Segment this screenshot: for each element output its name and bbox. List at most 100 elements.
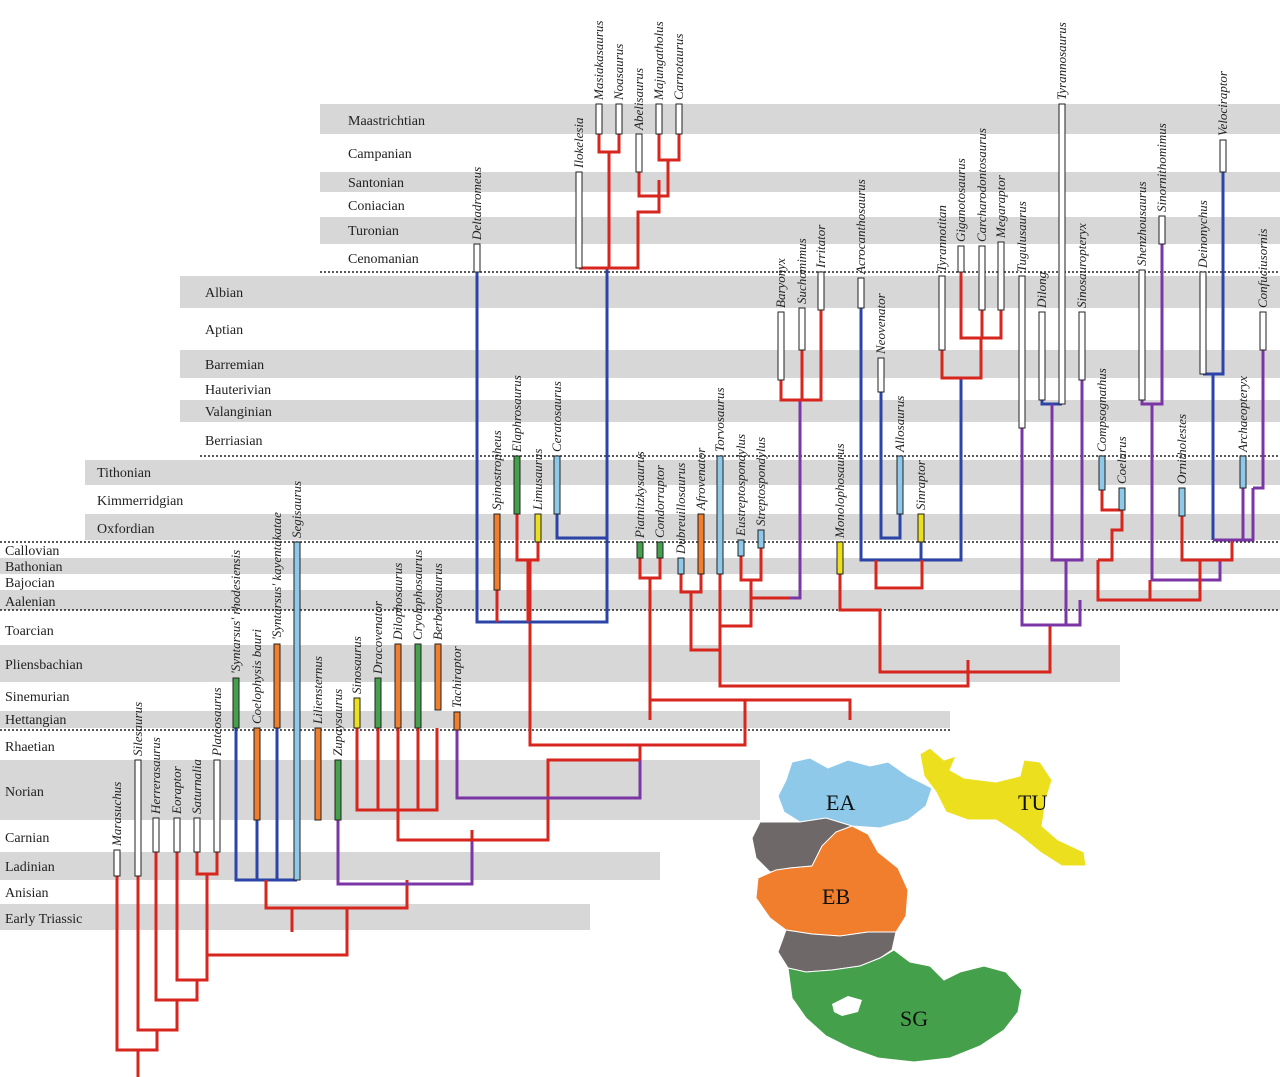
region-tu-shape	[919, 747, 1087, 867]
range-bar-condorraptor	[656, 541, 664, 559]
range-bar-compsognathus	[1098, 455, 1106, 491]
range-bar-dubreuillosaurus	[677, 557, 685, 575]
range-bar-tyrannotitan	[938, 275, 946, 351]
range-bar-streptospondylus	[757, 529, 765, 549]
range-bar-saturnalia	[193, 817, 201, 853]
taxon-label-tugulusaurus: Tugulusaurus	[1014, 201, 1029, 272]
stage-band	[180, 400, 1280, 422]
stage-label-valanginian: Valanginian	[205, 405, 272, 420]
range-bar-marasuchus	[113, 849, 121, 877]
range-bar-segisaurus	[293, 541, 301, 881]
range-bar-dilong	[1038, 311, 1046, 401]
range-bar-ceratosaurus	[553, 455, 561, 515]
tree-branch	[475, 268, 609, 624]
stage-label-santonian: Santonian	[348, 176, 404, 191]
range-bar-plateosaurus	[213, 759, 221, 853]
taxon-label-monolophosaurus: Monolophosaurus	[832, 443, 847, 539]
range-bar-noasaurus	[615, 103, 623, 135]
range-bar-sinraptor	[917, 513, 925, 543]
tree-branch	[790, 400, 802, 600]
taxon-label-sinraptor: Sinraptor	[913, 459, 928, 510]
region-label-ea: EA	[826, 790, 855, 815]
taxon-label-suchomimus: Suchomimus	[794, 238, 809, 304]
range-bar-limusaurus	[534, 513, 542, 543]
stage-label-carnian: Carnian	[5, 831, 49, 846]
stage-label-toarcian: Toarcian	[5, 624, 54, 639]
range-bar-allosaurus	[896, 455, 904, 515]
taxon-label-ceratosaurus: Ceratosaurus	[549, 381, 564, 452]
range-bar-velociraptor	[1219, 139, 1227, 173]
taxon-label-giganotosaurus: Giganotosaurus	[953, 158, 968, 242]
range-bar-tyrannosaurus	[1058, 103, 1066, 405]
tree-branch	[290, 880, 409, 932]
tree-branch	[234, 728, 297, 882]
taxon-label-dracovenator: Dracovenator	[370, 600, 385, 675]
range-bar-shenzhousaurus	[1138, 269, 1146, 401]
range-bar-herrerasaurus	[152, 817, 160, 853]
stage-band	[180, 350, 1280, 378]
tree-branch	[336, 820, 474, 886]
taxon-label-spinostropheus: Spinostropheus	[489, 430, 504, 510]
taxon-label-baryonyx: Baryonyx	[773, 258, 788, 308]
taxon-label-shenzhousaurus: Shenzhousaurus	[1134, 181, 1149, 266]
taxon-label-eoraptor: Eoraptor	[169, 765, 184, 815]
taxon-label-dubreuillosaurus: Dubreuillosaurus	[673, 463, 688, 555]
pangaea-map: EA TU EB SG	[751, 747, 1087, 1063]
range-bar-megaraptor	[997, 241, 1005, 311]
tree-branch	[718, 574, 753, 628]
taxon-label-allosaurus: Allosaurus	[892, 396, 907, 453]
stage-label-berriasian: Berriasian	[205, 434, 263, 449]
taxon-label-streptospondylus: Streptospondylus	[753, 437, 768, 526]
range-bar-sinosauropteryx	[1078, 311, 1086, 381]
tree-branch	[396, 796, 550, 842]
tree-branch	[1020, 428, 1082, 627]
stage-label-norian: Norian	[5, 785, 44, 800]
range-bar-carcharodontosaurus	[978, 245, 986, 311]
taxon-label-saturnalia: Saturnalia	[189, 759, 204, 814]
taxon-label-eustreptospondylus: Eustreptospondylus	[733, 434, 748, 537]
taxon-range-bars	[113, 103, 1267, 881]
taxon-label-condorraptor: Condorraptor	[652, 464, 667, 538]
stage-label-albian: Albian	[205, 286, 243, 301]
range-bar-carnotaurus	[675, 103, 683, 135]
stage-label-coniacian: Coniacian	[348, 199, 405, 214]
taxon-label-liliensternus: Liliensternus	[310, 656, 325, 725]
range-bar-syntarsus-rhodesiensis	[232, 677, 240, 729]
region-label-eb: EB	[822, 884, 850, 909]
taxon-label-coelurus: Coelurus	[1114, 436, 1129, 484]
tree-branch	[838, 574, 1052, 674]
tree-branch	[1150, 560, 1202, 602]
range-bar-deltadromeus	[473, 243, 481, 273]
tree-branch	[859, 308, 963, 562]
range-bar-sinornithomimus	[1158, 215, 1166, 245]
stage-band	[0, 645, 1120, 682]
range-bar-torvosaurus	[716, 455, 724, 575]
taxon-label-ilokelesia: Ilokelesia	[571, 117, 586, 169]
taxon-label-deinonychus: Deinonychus	[1195, 200, 1210, 269]
taxon-label-archaeopteryx: Archaeopteryx	[1235, 376, 1250, 453]
tree-branch	[1203, 172, 1225, 540]
taxon-label-zupaysaurus: Zupaysaurus	[330, 689, 345, 756]
tree-branches	[115, 134, 1265, 1077]
tree-branch	[940, 272, 1003, 380]
range-bar-monolophosaurus	[836, 541, 844, 575]
taxon-label-elaphrosaurus: Elaphrosaurus	[509, 375, 524, 453]
stage-label-aalenian: Aalenian	[5, 595, 56, 610]
stage-label-hauterivian: Hauterivian	[205, 383, 271, 398]
tree-branch	[648, 698, 852, 720]
range-bar-berberosaurus	[434, 643, 442, 711]
stage-label-ladinian: Ladinian	[5, 860, 55, 875]
range-bar-spinostropheus	[493, 513, 501, 591]
map-inlet	[832, 996, 862, 1016]
taxon-label-carnotaurus: Carnotaurus	[671, 34, 686, 100]
range-bar-liliensternus	[314, 727, 322, 821]
taxon-label-plateosaurus: Plateosaurus	[209, 687, 224, 757]
tree-branch	[264, 880, 292, 910]
range-bar-piatnitzkysaurus	[636, 541, 644, 559]
taxon-label-herrerasaurus: Herrerasaurus	[148, 737, 163, 815]
taxon-label-carcharodontosaurus: Carcharodontosaurus	[974, 128, 989, 242]
range-bar-ornitholestes	[1178, 487, 1186, 517]
range-bar-masiakasaurus	[595, 103, 603, 135]
taxon-label-sinosauropteryx: Sinosauropteryx	[1074, 223, 1089, 308]
stage-label-early-triassic: Early Triassic	[5, 912, 82, 927]
